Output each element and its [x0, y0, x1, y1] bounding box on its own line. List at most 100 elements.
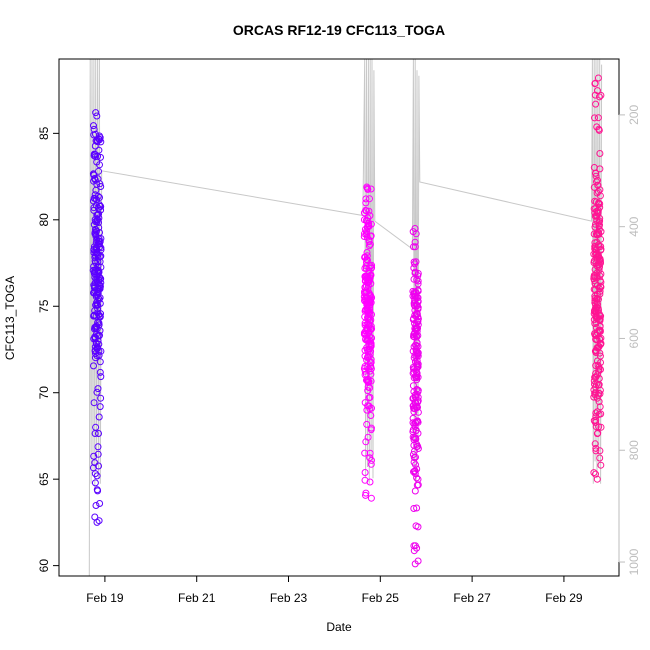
plot-frame: [58, 58, 620, 577]
data-point: [95, 462, 102, 470]
data-point: [592, 100, 600, 108]
data-point: [596, 186, 604, 194]
data-point: [366, 393, 374, 401]
data-point: [414, 317, 422, 325]
data-point: [411, 352, 419, 359]
data-point: [364, 387, 372, 395]
data-point: [595, 375, 603, 382]
data-point: [364, 185, 372, 193]
data-point: [592, 246, 600, 254]
data-point: [94, 385, 102, 393]
data-point: [364, 256, 371, 264]
data-point: [96, 180, 104, 188]
y2-tick-label: 800: [627, 440, 641, 460]
y-tick-label: 80: [37, 213, 51, 227]
data-point: [90, 246, 98, 254]
data-point: [596, 287, 604, 295]
data-point: [96, 194, 103, 201]
data-point: [361, 253, 369, 261]
data-point: [414, 343, 422, 350]
data-point: [414, 388, 422, 396]
series-group: [590, 74, 605, 483]
data-point: [91, 175, 99, 182]
x-tick-label: Feb 29: [545, 591, 583, 605]
data-point: [413, 504, 421, 512]
data-point: [365, 238, 373, 246]
data-point: [593, 371, 601, 379]
data-point: [364, 433, 372, 441]
x-tick-label: Feb 19: [86, 591, 124, 605]
data-point: [593, 408, 601, 416]
y-tick-label: 75: [37, 299, 51, 313]
data-point: [365, 302, 373, 310]
data-point: [367, 426, 375, 434]
data-point: [91, 479, 99, 487]
data-point: [362, 306, 369, 314]
data-point: [91, 470, 99, 478]
y-tick-label: 85: [37, 126, 51, 140]
data-point: [593, 269, 601, 277]
y2-tick-label: 200: [627, 105, 641, 125]
data-point: [595, 367, 603, 375]
data-point: [595, 316, 603, 323]
data-point: [96, 500, 104, 507]
data-point: [364, 353, 372, 361]
chart-title: ORCAS RF12-19 CFC113_TOGA: [233, 22, 445, 38]
data-point: [590, 469, 598, 477]
data-point: [91, 354, 99, 362]
altitude-axis: 200 400 600 800 1000: [618, 105, 641, 575]
data-point: [366, 276, 373, 284]
y-tick-label: 60: [37, 559, 51, 573]
data-point: [365, 219, 373, 227]
data-point: [368, 311, 375, 318]
data-point: [593, 261, 601, 269]
data-point: [361, 449, 369, 457]
data-point: [596, 150, 604, 157]
data-point: [361, 230, 368, 238]
data-point: [91, 284, 98, 292]
data-point: [414, 523, 422, 531]
y-axis-label: CFC113_TOGA: [3, 276, 17, 360]
data-point: [96, 294, 104, 302]
data-point: [594, 252, 602, 259]
data-point: [597, 91, 605, 99]
data-point: [91, 257, 99, 265]
data-point: [90, 243, 98, 251]
data-point: [90, 122, 97, 130]
data-point: [591, 286, 599, 294]
data-point: [597, 461, 605, 469]
data-point: [414, 305, 422, 313]
data-points: [89, 74, 605, 568]
data-point: [594, 176, 602, 184]
data-point: [592, 416, 600, 424]
data-point: [411, 238, 419, 246]
data-point: [409, 433, 417, 441]
data-point: [591, 91, 599, 99]
data-point: [91, 513, 99, 521]
x-tick-label: Feb 23: [270, 591, 308, 605]
data-point: [592, 409, 600, 417]
data-point: [93, 278, 101, 286]
data-point: [596, 336, 604, 343]
data-point: [366, 454, 374, 462]
data-point: [594, 114, 602, 122]
data-point: [364, 383, 372, 391]
data-point: [414, 397, 422, 405]
data-point: [97, 244, 105, 252]
data-point: [593, 273, 601, 280]
data-point: [412, 322, 420, 329]
x-tick-label: Feb 21: [178, 591, 216, 605]
data-point: [91, 347, 99, 355]
data-point: [596, 454, 604, 462]
data-point: [594, 181, 602, 189]
data-point: [95, 167, 102, 175]
x-axis-label: Date: [326, 620, 352, 634]
data-point: [362, 370, 370, 378]
data-point: [93, 301, 101, 309]
data-point: [367, 185, 375, 193]
data-point: [593, 250, 601, 258]
data-point: [93, 352, 101, 360]
data-point: [411, 470, 419, 477]
data-point: [412, 324, 420, 332]
data-point: [360, 293, 368, 301]
